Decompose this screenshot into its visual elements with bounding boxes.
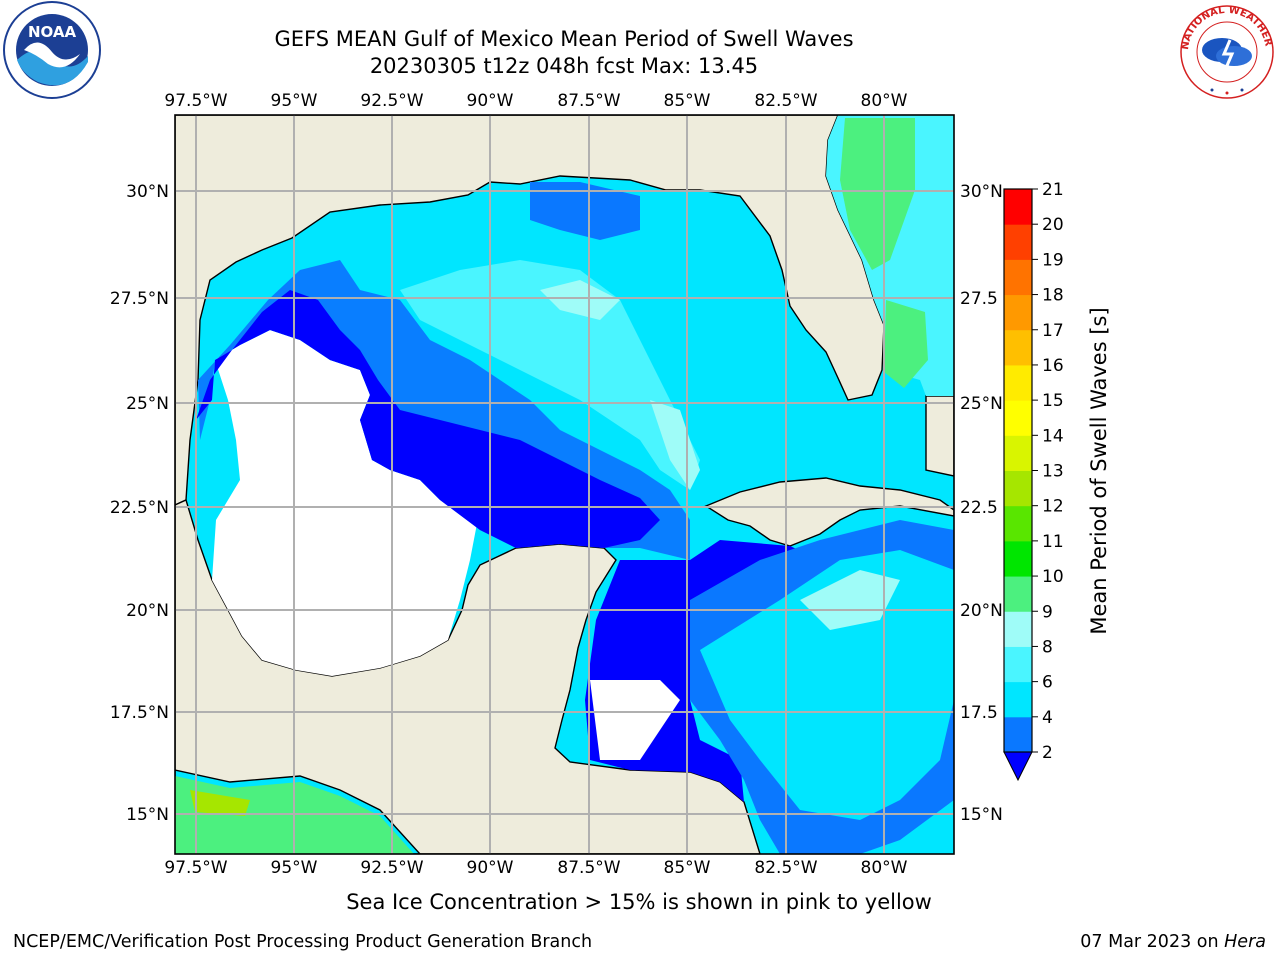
- lat-label-right: 25°N: [960, 394, 1003, 414]
- colorbar-tick-label: 19: [1042, 250, 1064, 270]
- colorbar-swatch: [1004, 505, 1032, 542]
- colorbar-under-triangle: [1003, 751, 1033, 782]
- swell-band-under2-west: [196, 290, 660, 548]
- colorbar-swatch: [1004, 224, 1032, 260]
- lat-label-right: 27.5: [960, 289, 998, 309]
- map-field: [175, 115, 954, 854]
- colorbar-tick-label: 12: [1042, 497, 1064, 517]
- noaa-logo: NOAA: [3, 1, 101, 99]
- colorbar-tick-label: 10: [1042, 567, 1064, 587]
- no-data-region: [212, 330, 480, 676]
- lon-label-bottom: 85°W: [664, 858, 711, 878]
- colorbar-swatch: [1004, 259, 1032, 296]
- lon-label-top: 80°W: [861, 91, 908, 111]
- colorbar-tick-label: 13: [1042, 462, 1064, 482]
- colorbar-ticks: 2 4 6 8 9 10 11 12 13 14 15 16 17 18 19 20 21: [1032, 180, 1064, 763]
- lon-label-bottom: 87.5°W: [557, 858, 620, 878]
- colorbar-swatch: [1004, 716, 1032, 753]
- lat-label-left: 17.5°N: [110, 703, 169, 723]
- colorbar-swatch: [1004, 611, 1032, 647]
- colorbar-tick-label: 18: [1042, 286, 1064, 306]
- footer-date-text: 07 Mar 2023 on: [1080, 932, 1225, 952]
- lon-label-bottom: 82.5°W: [754, 858, 817, 878]
- caribbean-light: [800, 570, 900, 630]
- colorbar-swatch: [1004, 189, 1032, 225]
- lon-label-bottom: 80°W: [861, 858, 908, 878]
- atlantic-swell-green2: [884, 300, 928, 388]
- lat-label-left: 27.5°N: [110, 289, 169, 309]
- sea-ice-note: Sea Ice Concentration > 15% is shown in …: [346, 890, 932, 914]
- colorbar-swatch: [1004, 400, 1032, 436]
- lon-label-top: 87.5°W: [557, 91, 620, 111]
- lat-label-left: 20°N: [126, 601, 169, 621]
- lon-label-top: 92.5°W: [360, 91, 423, 111]
- gulf-east-lightest: [540, 280, 620, 320]
- nws-logo: NATIONAL WEATHER SERVICE: [1174, 0, 1274, 99]
- lon-label-top: 85°W: [664, 91, 711, 111]
- lon-label-bottom: 97.5°W: [164, 858, 227, 878]
- lon-label-top: 82.5°W: [754, 91, 817, 111]
- colorbar-tick-label: 9: [1042, 602, 1053, 622]
- lon-labels-top: 97.5°W 95°W 92.5°W 90°W 87.5°W 85°W 82.5…: [164, 91, 907, 111]
- map-frame: [174, 114, 955, 855]
- svg-text:NOAA: NOAA: [28, 23, 77, 41]
- footer-branch: NCEP/EMC/Verification Post Processing Pr…: [13, 932, 593, 952]
- lat-label-right: 15°N: [960, 805, 1003, 825]
- lat-labels-right: 30°N 27.5 25°N 22.5 20°N 17.5 15°N: [960, 182, 1003, 825]
- colorbar-swatch: [1004, 435, 1032, 471]
- colorbar-tick-label: 14: [1042, 426, 1064, 446]
- colorbar-swatch: [1004, 576, 1032, 612]
- chart-subtitle: 20230305 t12z 048h fcst Max: 13.45: [369, 54, 759, 78]
- lat-labels-left: 30°N 27.5°N 25°N 22.5°N 20°N 17.5°N 15°N: [110, 182, 169, 825]
- colorbar-tick-label: 11: [1042, 532, 1064, 552]
- caribbean-cyan: [700, 550, 954, 820]
- lon-labels-bottom: 97.5°W 95°W 92.5°W 90°W 87.5°W 85°W 82.5…: [164, 858, 907, 878]
- lon-label-bottom: 95°W: [271, 858, 318, 878]
- colorbar-tick-label: 17: [1042, 321, 1064, 341]
- colorbar-swatch: [1004, 329, 1032, 366]
- colorbar: 2 4 6 8 9 10 11 12 13 14 15 16 17 18 19 20 21 Mean Perio…: [1003, 180, 1111, 782]
- lat-label-left: 15°N: [126, 805, 169, 825]
- lon-label-bottom: 92.5°W: [360, 858, 423, 878]
- colorbar-label: Mean Period of Swell Waves [s]: [1087, 307, 1111, 634]
- footer-host: Hera: [1224, 932, 1266, 952]
- lat-label-right: 30°N: [960, 182, 1003, 202]
- map-gridlines: [175, 115, 954, 854]
- colorbar-tick-label: 15: [1042, 391, 1064, 411]
- lat-label-left: 30°N: [126, 182, 169, 202]
- atlantic-swell-green: [840, 118, 915, 270]
- lon-label-bottom: 90°W: [467, 858, 514, 878]
- lon-label-top: 90°W: [467, 91, 514, 111]
- land-cuba: [704, 477, 954, 547]
- colorbar-swatch: [1004, 294, 1032, 331]
- colorbar-tick-label: 16: [1042, 356, 1064, 376]
- pacific-swell-high: [190, 790, 250, 816]
- lat-label-right: 17.5: [960, 703, 998, 723]
- lat-label-left: 25°N: [126, 394, 169, 414]
- colorbar-swatch: [1004, 681, 1032, 718]
- lat-label-right: 20°N: [960, 601, 1003, 621]
- lon-label-top: 97.5°W: [164, 91, 227, 111]
- colorbar-tick-label: 20: [1042, 215, 1064, 235]
- colorbar-tick-label: 21: [1042, 180, 1064, 200]
- swell-band-northeast-blue: [530, 182, 640, 240]
- lat-label-left: 22.5°N: [110, 498, 169, 518]
- gulf-east-light: [400, 260, 700, 490]
- chart-title: GEFS MEAN Gulf of Mexico Mean Period of …: [274, 27, 854, 51]
- footer-date: 07 Mar 2023 on Hera: [1080, 932, 1266, 952]
- colorbar-tick-label: 2: [1042, 743, 1053, 763]
- caribbean-no-data: [590, 680, 680, 760]
- colorbar-swatch: [1004, 470, 1032, 507]
- lat-label-right: 22.5: [960, 498, 998, 518]
- colorbar-tick-label: 4: [1042, 708, 1053, 728]
- colorbar-swatch: [1004, 646, 1032, 683]
- colorbar-swatch: [1004, 540, 1032, 577]
- colorbar-swatch: [1004, 364, 1032, 401]
- land-bahamas-edge: [925, 395, 954, 477]
- lon-label-top: 95°W: [271, 91, 318, 111]
- colorbar-tick-label: 6: [1042, 673, 1053, 693]
- colorbar-tick-label: 8: [1042, 637, 1053, 657]
- colorbar-swatches: [1004, 189, 1032, 753]
